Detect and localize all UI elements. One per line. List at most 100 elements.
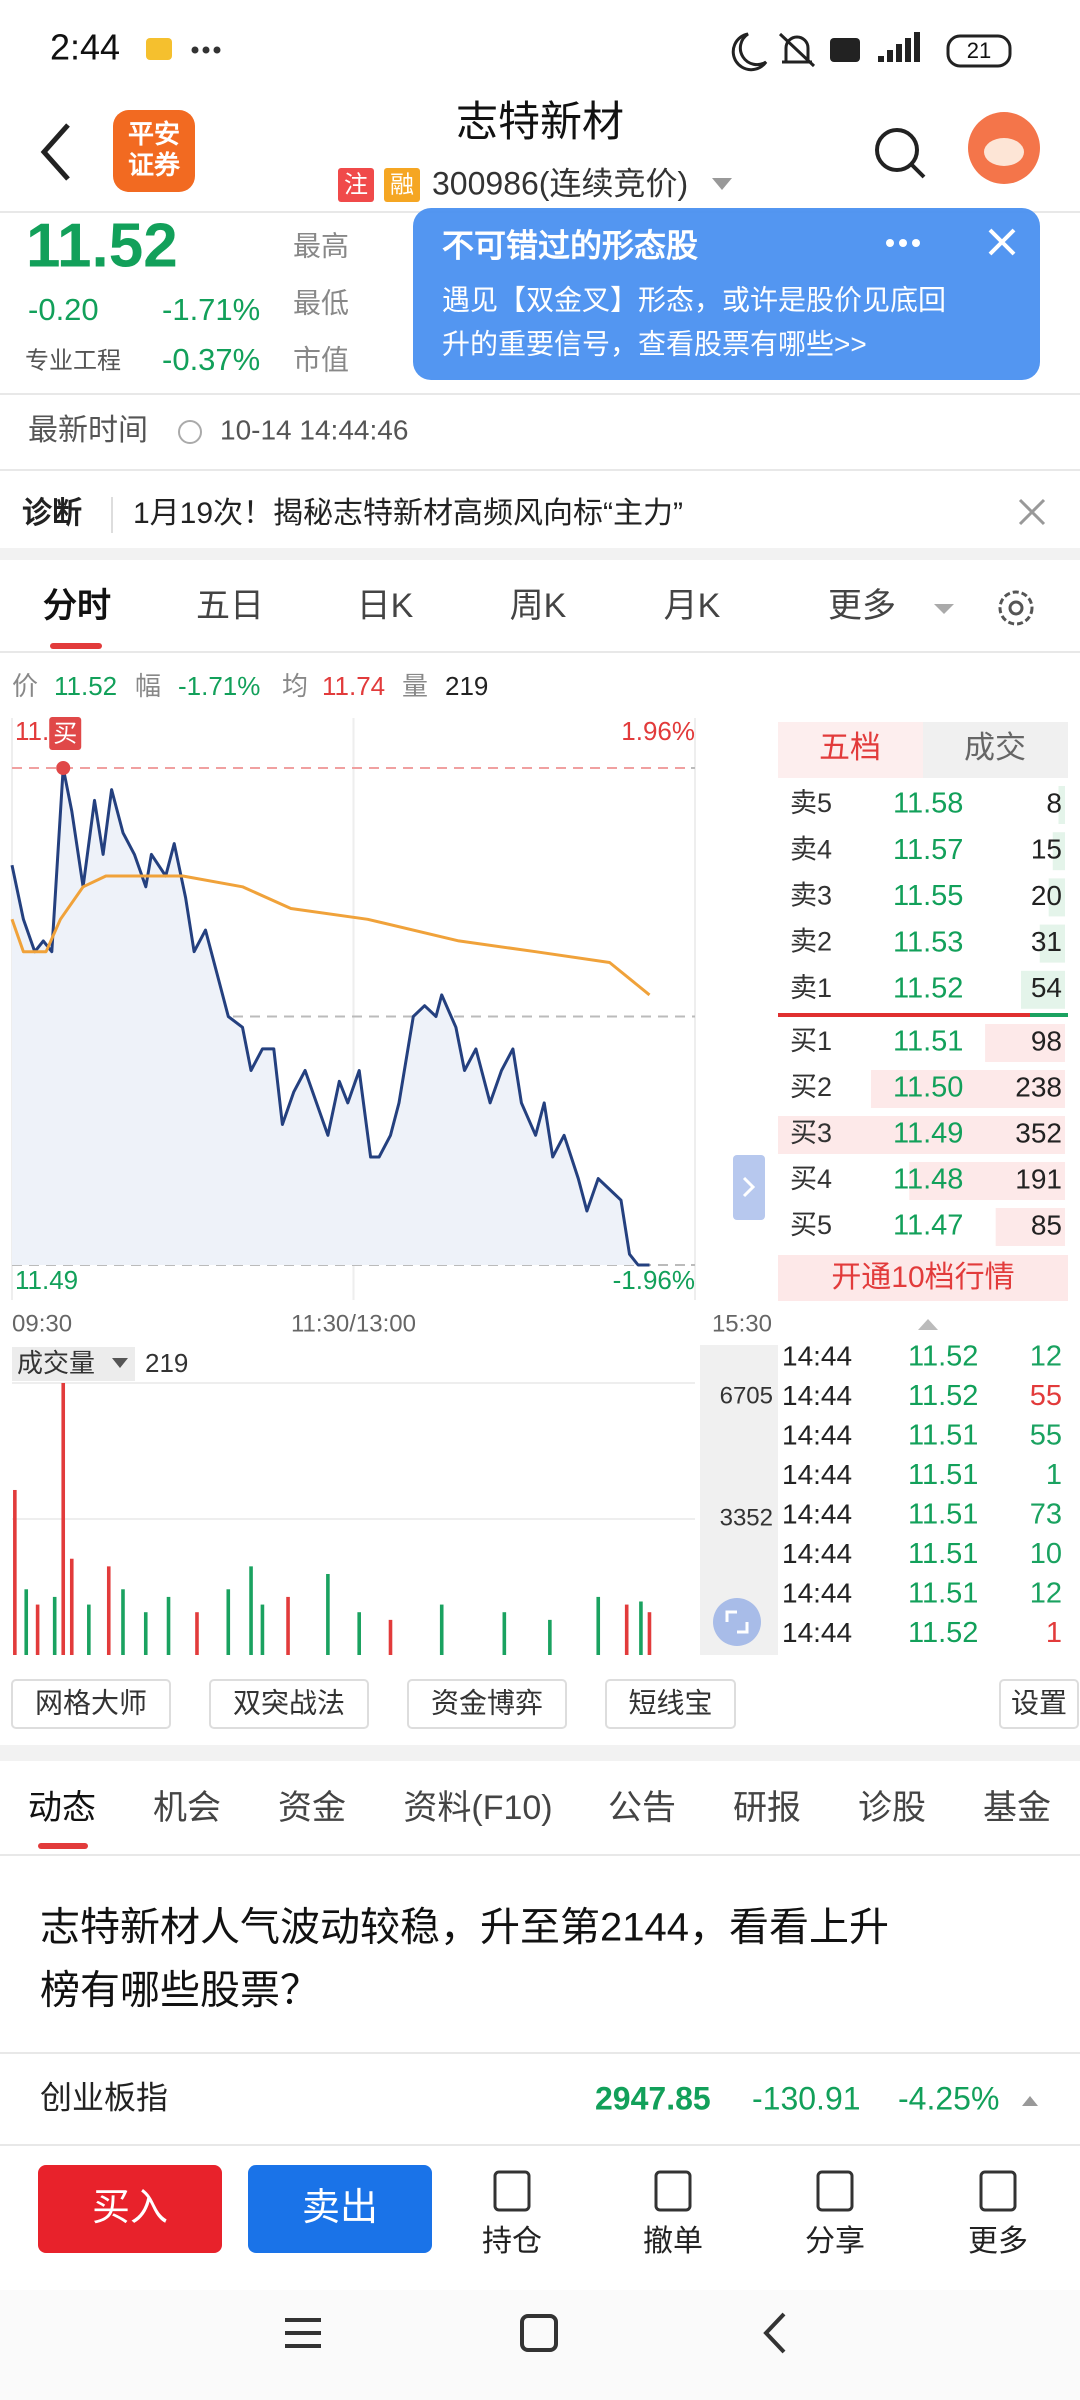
tool-button[interactable] <box>999 1679 1079 1729</box>
action-label[interactable]: 更多 <box>968 2225 1028 2258</box>
depth-bar <box>1048 878 1065 917</box>
y2-tick-label: -1.96% <box>613 1265 695 1295</box>
action-icon[interactable] <box>979 2170 1017 2212</box>
info-avg: 11.74 <box>322 671 385 701</box>
volume-label-box <box>12 1347 135 1381</box>
gap <box>0 1745 1080 1761</box>
search-handle <box>909 162 926 179</box>
book-label: 买3 <box>790 1118 832 1148</box>
fullscreen-button[interactable] <box>713 1598 761 1646</box>
news-title[interactable]: 榜有哪些股票？ <box>40 1969 320 2013</box>
badge <box>384 168 420 202</box>
chart-tab[interactable]: 日K <box>357 587 414 625</box>
chart-tab[interactable]: 月K <box>664 587 721 625</box>
dropdown-arrow <box>112 1358 128 1368</box>
orderbook-tab[interactable] <box>923 722 1068 778</box>
book-price: 11.49 <box>893 1118 963 1150</box>
settings-button[interactable] <box>998 590 1034 626</box>
book-volume: 31 <box>1031 926 1062 957</box>
buy-label: 买入 <box>92 2187 168 2229</box>
chart-tab[interactable]: 分时 <box>43 587 111 625</box>
trade-volume: 1 <box>1046 1617 1062 1649</box>
expand-orderbook[interactable] <box>733 1155 765 1220</box>
x-tick-label: 11:30/13:00 <box>291 1310 416 1337</box>
depth-bar <box>995 1208 1065 1246</box>
trade-badge <box>49 717 82 750</box>
nav-home[interactable] <box>520 2314 558 2352</box>
upgrade-button[interactable] <box>778 1255 1068 1301</box>
chart-tab[interactable]: 五日 <box>196 587 264 625</box>
action-label[interactable]: 分享 <box>805 2225 865 2258</box>
sell-button[interactable] <box>248 2165 432 2253</box>
chart-tab[interactable]: 更多 <box>828 587 896 625</box>
popup-menu[interactable] <box>899 239 907 247</box>
book-price: 11.57 <box>893 834 963 866</box>
action-icon[interactable] <box>654 2170 692 2212</box>
content-tab[interactable]: 公告 <box>608 1789 676 1827</box>
trade-time: 14:44 <box>782 1538 852 1569</box>
buy-button[interactable] <box>38 2165 222 2253</box>
volume-bar <box>286 1596 290 1655</box>
action-icon[interactable] <box>816 2170 854 2212</box>
content-tab[interactable]: 资金 <box>278 1789 346 1827</box>
content-tab[interactable]: 动态 <box>28 1789 96 1827</box>
tool-button[interactable] <box>605 1679 736 1729</box>
content-tab[interactable]: 研报 <box>733 1789 801 1827</box>
content-tab[interactable]: 基金 <box>983 1789 1051 1827</box>
volume-bar <box>357 1612 361 1655</box>
stock-title: 志特新材 <box>456 98 624 145</box>
book-price: 11.52 <box>893 972 963 1004</box>
volume-bar <box>143 1612 148 1655</box>
tool-button[interactable] <box>209 1679 369 1729</box>
search-button[interactable] <box>875 128 919 172</box>
popup-menu[interactable] <box>912 239 920 247</box>
news-title[interactable]: 志特新材人气波动较稳，升至第2144，看看上升 <box>40 1906 889 1950</box>
volume-bar <box>69 1558 74 1655</box>
signal-bar <box>896 44 902 62</box>
diagnosis-label: 诊断 <box>22 497 82 530</box>
gap <box>0 548 1080 560</box>
volume-bar <box>226 1589 231 1655</box>
info-price: 11.52 <box>54 671 117 701</box>
close-button[interactable] <box>1018 498 1046 526</box>
action-label[interactable]: 持仓 <box>482 2225 542 2258</box>
trade-time: 14:44 <box>782 1459 852 1490</box>
diagnosis-text[interactable]: 1月19次！揭秘志特新材高频风向标“主力” <box>133 497 683 530</box>
info-vol-label: 量 <box>402 671 428 701</box>
volume-bar <box>249 1566 253 1655</box>
book-label: 卖1 <box>790 973 832 1003</box>
trade-price: 11.52 <box>908 1341 978 1373</box>
book-price: 11.51 <box>893 1026 963 1058</box>
trade-volume: 1 <box>1046 1459 1062 1491</box>
content-tab[interactable]: 诊股 <box>858 1789 926 1827</box>
update-label: 最新时间 <box>28 414 148 447</box>
trade-price: 11.52 <box>908 1617 978 1649</box>
trade-time: 14:44 <box>782 1577 852 1608</box>
content-tab[interactable]: 机会 <box>153 1789 221 1827</box>
signal-bar <box>878 56 884 62</box>
promo-popup[interactable] <box>413 208 1040 380</box>
volume-bar <box>52 1596 57 1655</box>
action-icon[interactable] <box>493 2170 531 2212</box>
nav-back[interactable] <box>763 2312 786 2354</box>
popup-menu[interactable] <box>886 239 894 247</box>
change-pct: -1.71% <box>162 292 260 327</box>
book-volume: 352 <box>1015 1117 1062 1148</box>
popup-close[interactable] <box>988 228 1016 256</box>
tool-button[interactable] <box>407 1679 567 1729</box>
book-price: 11.58 <box>893 788 963 820</box>
badge-text: 注 <box>344 171 368 198</box>
content-tab[interactable]: 资料(F10) <box>403 1789 552 1827</box>
book-price: 11.48 <box>893 1164 963 1196</box>
chart-tab[interactable]: 周K <box>510 587 567 625</box>
tool-button[interactable] <box>11 1679 171 1729</box>
volume-bar <box>548 1619 552 1655</box>
tab-indicator <box>50 643 102 649</box>
trade-volume: 73 <box>1030 1499 1062 1531</box>
trade-time: 14:44 <box>782 1380 852 1411</box>
back-button[interactable] <box>40 123 70 181</box>
orderbook-tab-active[interactable] <box>778 722 923 778</box>
y2-tick-label: 1.96% <box>621 716 695 746</box>
action-label[interactable]: 撤单 <box>643 2225 703 2258</box>
volume-bar <box>35 1604 40 1655</box>
